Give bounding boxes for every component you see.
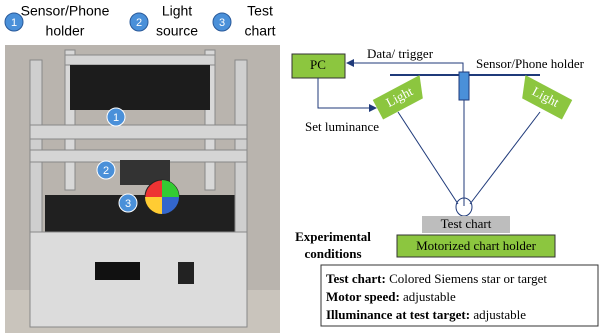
test-chart-label: Test chart — [441, 216, 492, 231]
trigger-label: Data/ trigger — [367, 46, 434, 61]
pc-label: PC — [310, 57, 326, 72]
condition-line: Test chart: Colored Siemens star or targ… — [326, 271, 547, 286]
label-line: holder — [46, 23, 85, 39]
label-line: Light — [162, 3, 192, 19]
luminance-arrow — [318, 78, 376, 108]
label-line: chart — [244, 23, 275, 39]
photo: 1 2 3 — [5, 45, 280, 333]
condition-label: Illuminance at test target: — [326, 307, 470, 322]
condition-line: Illuminance at test target: adjustable — [326, 307, 526, 322]
marker-number: 3 — [125, 198, 131, 210]
conditions-title: conditions — [304, 246, 361, 261]
conditions-title: Experimental — [295, 229, 371, 244]
trigger-arrow — [347, 63, 463, 72]
chart-holder-label: Motorized chart holder — [416, 238, 537, 253]
light-ray — [470, 112, 540, 204]
condition-value: Colored Siemens star or target — [389, 271, 547, 286]
marker-number: 2 — [103, 165, 109, 177]
badge-number: 3 — [219, 17, 225, 29]
luminance-label: Set luminance — [305, 119, 379, 134]
badge-number: 1 — [11, 17, 17, 29]
marker-number: 1 — [113, 112, 119, 124]
condition-label: Test chart: — [326, 271, 386, 286]
condition-value: adjustable — [403, 289, 456, 304]
light-ray — [398, 112, 458, 204]
condition-value: adjustable — [473, 307, 526, 322]
badge-number: 2 — [136, 17, 142, 29]
top-labels: 1 Sensor/Phone holder 2 Light source 3 T… — [5, 3, 276, 39]
display — [95, 262, 140, 280]
diagram: PC Data/ trigger Sensor/Phone holder Lig… — [292, 46, 585, 257]
power-socket — [178, 262, 194, 284]
figure: 1 Sensor/Phone holder 2 Light source 3 T… — [0, 0, 603, 333]
label-line: Sensor/Phone — [21, 3, 110, 19]
light-left: Light — [373, 75, 430, 119]
frame-beam — [65, 55, 215, 65]
label-line: Test — [247, 3, 273, 19]
phone-holder — [70, 65, 210, 110]
condition-line: Motor speed: adjustable — [326, 289, 456, 304]
label-line: source — [156, 23, 198, 39]
sensor — [459, 72, 469, 100]
holder-label: Sensor/Phone holder — [476, 56, 585, 71]
light-right: Light — [515, 75, 572, 119]
frame-beam — [30, 125, 247, 139]
condition-label: Motor speed: — [326, 289, 400, 304]
